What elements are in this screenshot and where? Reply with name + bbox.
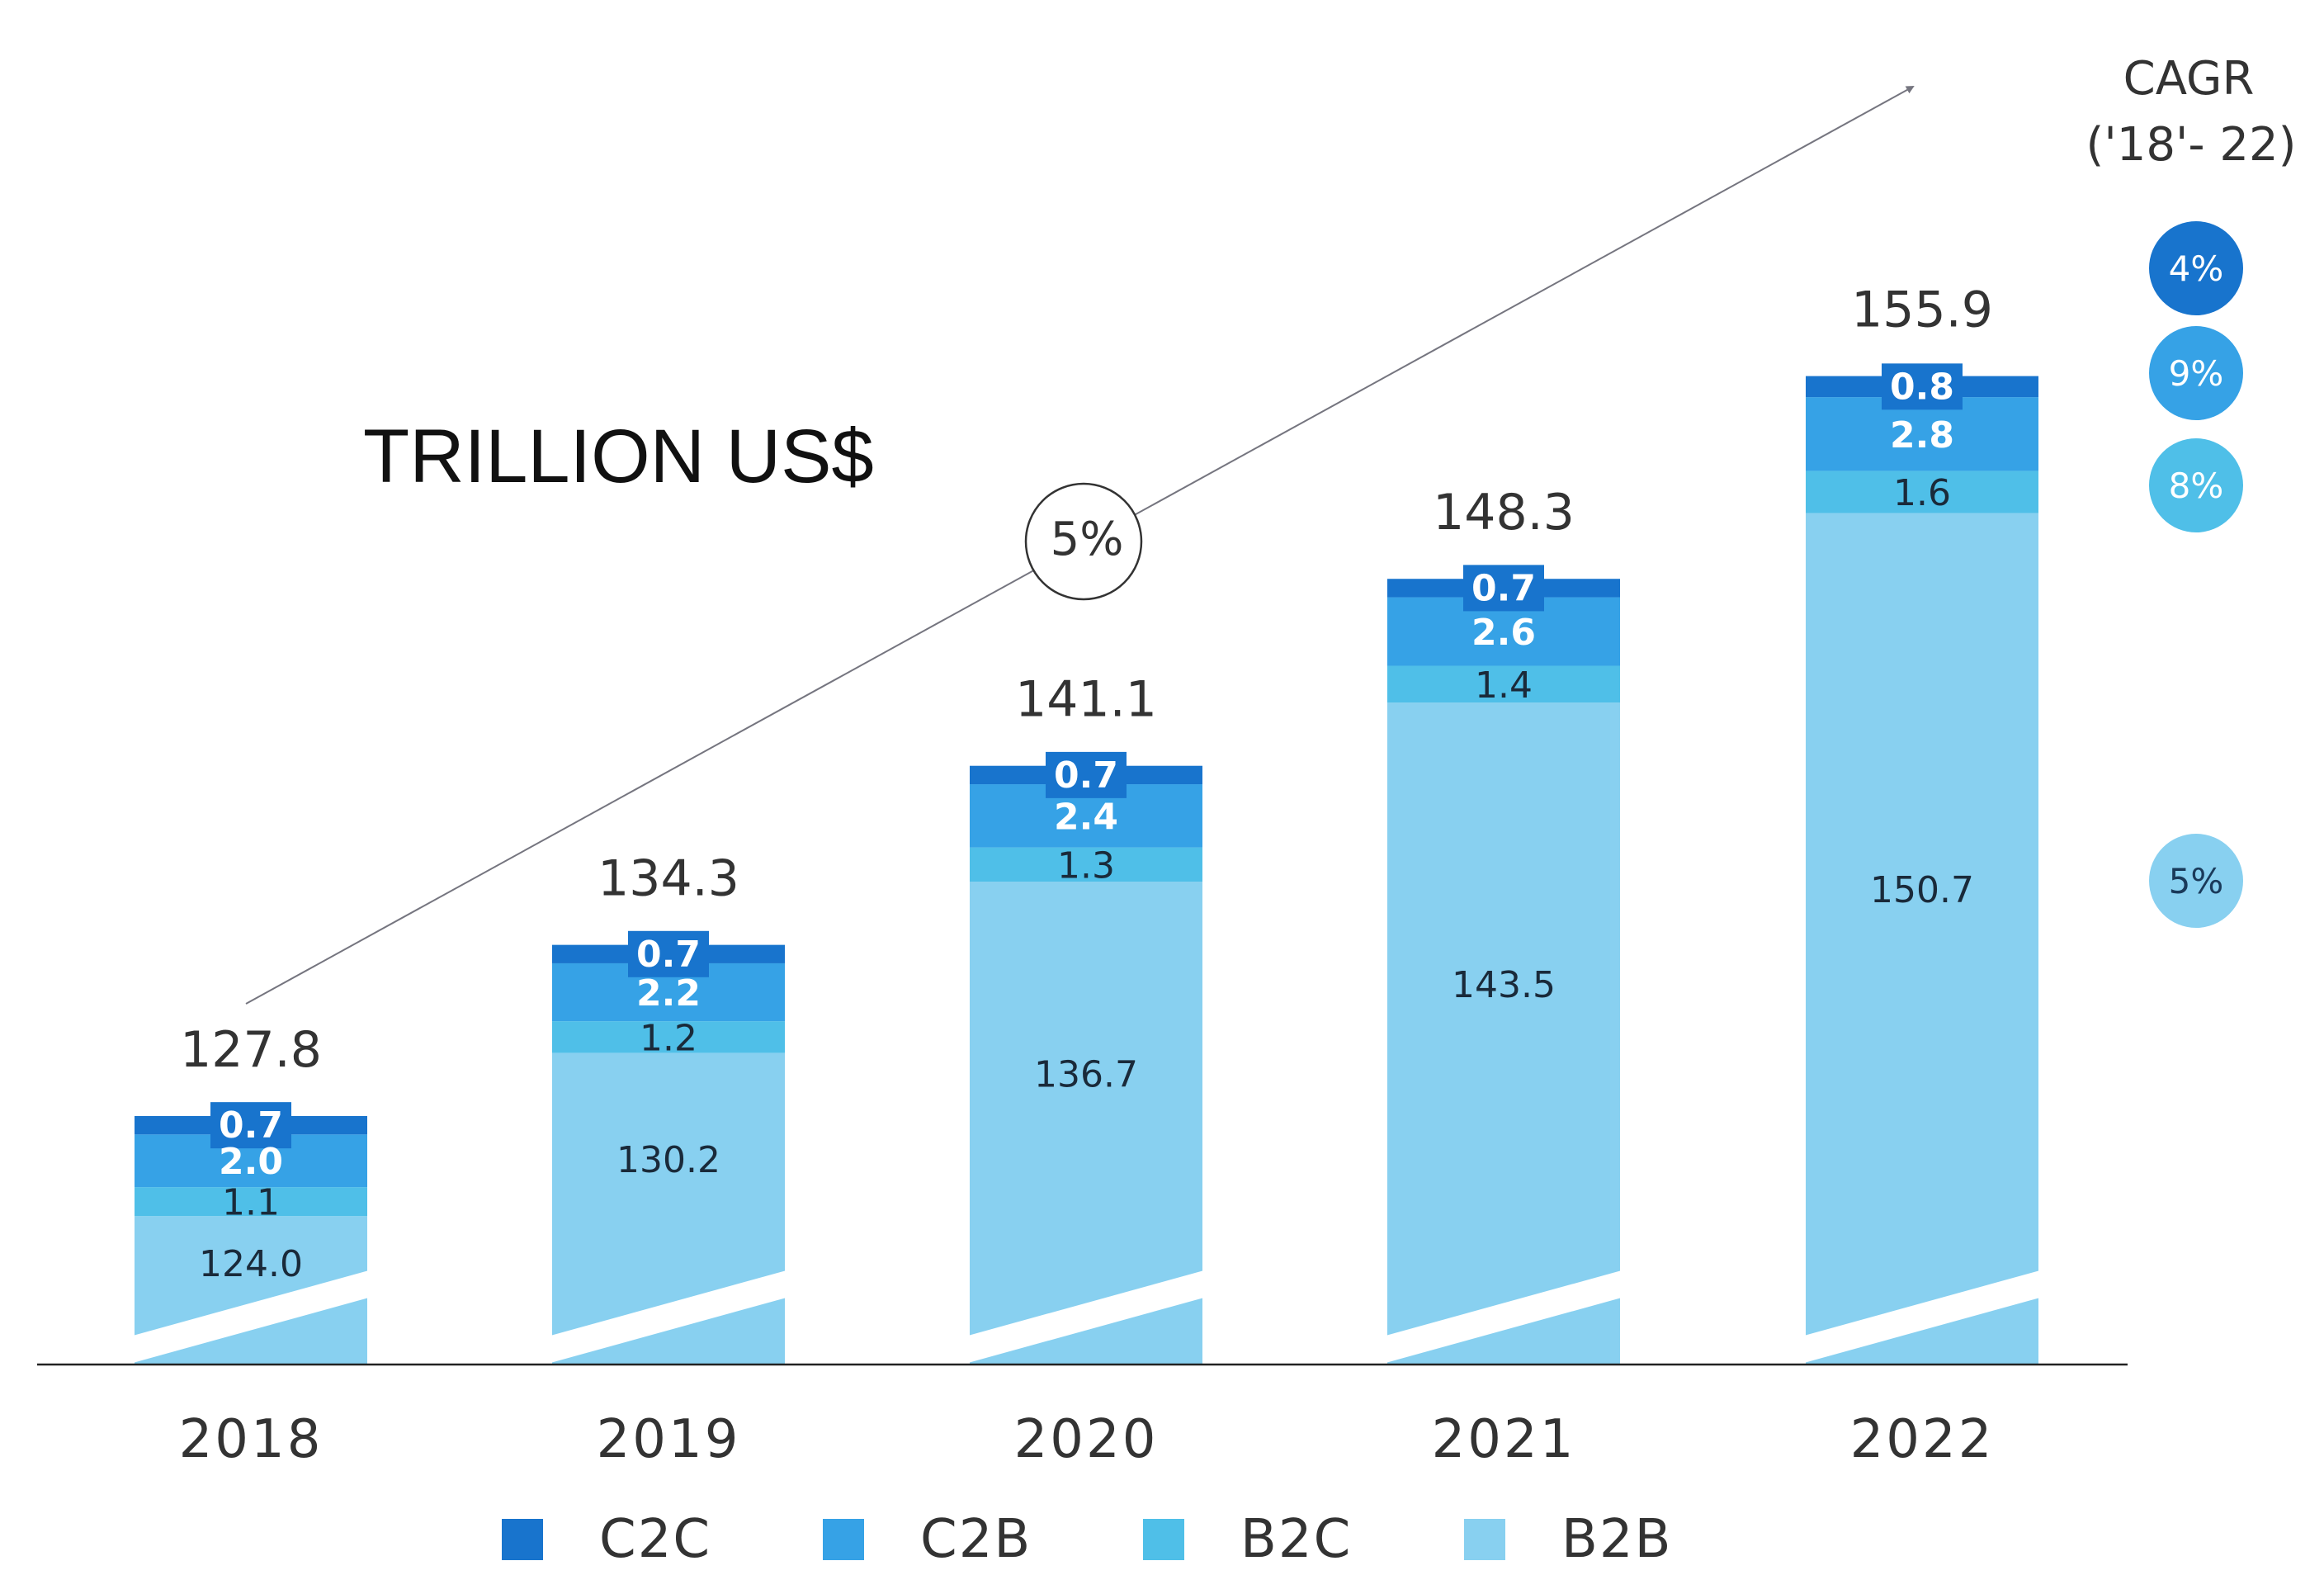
x-axis-labels: 2018 2019 2020 2021 2022 xyxy=(179,1409,1995,1470)
cagr-circle-b2c xyxy=(2149,438,2243,532)
value-label-c2c-2022: 0.8 xyxy=(1890,366,1954,408)
value-label-b2c-2021: 1.4 xyxy=(1475,665,1533,707)
x-tick-label-2018: 2018 xyxy=(179,1409,324,1470)
legend: C2C C2B B2C B2B xyxy=(502,1509,1673,1570)
legend-swatch-c2c xyxy=(502,1519,543,1560)
legend-item-b2c: B2C xyxy=(1143,1509,1352,1570)
value-label-c2c-2019: 0.7 xyxy=(636,934,701,976)
axis-break-2018 xyxy=(133,1270,369,1363)
legend-swatch-b2c xyxy=(1143,1519,1184,1560)
x-tick-label-2021: 2021 xyxy=(1432,1409,1576,1470)
value-label-c2b-2020: 2.4 xyxy=(1054,796,1118,838)
total-label-2022: 155.9 xyxy=(1851,281,1993,339)
bar-b2b-2021 xyxy=(1387,702,1620,1365)
value-label-c2b-2022: 2.8 xyxy=(1890,414,1954,456)
legend-item-c2c: C2C xyxy=(502,1509,711,1570)
cagr-circle-b2b xyxy=(2149,834,2243,928)
legend-label-b2c: B2C xyxy=(1240,1509,1352,1570)
value-label-b2c-2018: 1.1 xyxy=(222,1182,280,1224)
bar-group-2022: 0.8 2.8 1.6 150.7 155.9 xyxy=(1804,281,2040,1365)
legend-label-c2c: C2C xyxy=(599,1509,711,1570)
cagr-badges: 4% 9% 8% 5% xyxy=(2149,221,2243,928)
bar-b2c-2022 xyxy=(1806,471,2038,513)
total-cagr-label: 5% xyxy=(1051,513,1124,566)
cagr-circle-c2c xyxy=(2149,221,2243,315)
bar-group-2021: 0.72.6 1.4 143.5 148.3 xyxy=(1386,484,1622,1365)
c2c-label-box-2018 xyxy=(210,1102,291,1149)
value-label-b2b-2022: 150.7 xyxy=(1870,869,1974,911)
value-label-b2b-2021: 143.5 xyxy=(1452,964,1556,1006)
total-cagr-badge: 5% xyxy=(1024,482,1143,601)
c2c-label-box-2019 xyxy=(628,930,709,977)
cagr-header-line-1: CAGR xyxy=(2123,52,2255,106)
c2c-label-box-2021 xyxy=(1463,565,1544,612)
total-label-2019: 134.3 xyxy=(598,850,739,908)
cagr-badge-c2c: 4% xyxy=(2149,221,2243,315)
value-label-b2c-2022: 1.6 xyxy=(1893,472,1951,514)
total-label-2018: 127.8 xyxy=(180,1021,322,1079)
x-tick-label-2020: 2020 xyxy=(1014,1409,1159,1470)
axis-break-2019 xyxy=(550,1270,786,1363)
legend-item-c2b: C2B xyxy=(823,1509,1032,1570)
value-label-b2c-2019: 1.2 xyxy=(640,1017,697,1059)
x-tick-label-2019: 2019 xyxy=(597,1409,741,1470)
legend-label-b2b: B2B xyxy=(1561,1509,1673,1570)
value-label-b2c-2020: 1.3 xyxy=(1057,844,1115,887)
unit-title: TRILLION US$ xyxy=(363,414,874,499)
c2c-label-box-2020 xyxy=(1046,751,1127,798)
legend-swatch-c2b xyxy=(823,1519,864,1560)
axis-break-2020 xyxy=(968,1270,1204,1363)
bar-b2c-2021 xyxy=(1387,665,1620,703)
value-label-b2b-2019: 130.2 xyxy=(616,1139,720,1181)
total-label-2021: 148.3 xyxy=(1433,484,1575,542)
bar-b2b-2022 xyxy=(1806,513,2038,1365)
value-label-b2b-2020: 136.7 xyxy=(1034,1054,1138,1096)
value-label-c2b-2021: 2.6 xyxy=(1471,612,1536,654)
value-label-c2b-2019: 2.2 xyxy=(636,972,701,1015)
cagr-value-c2b: 9% xyxy=(2169,353,2224,394)
total-label-2020: 141.1 xyxy=(1015,671,1157,729)
cagr-value-b2c: 8% xyxy=(2169,466,2224,506)
cagr-badge-b2b: 5% xyxy=(2149,834,2243,928)
legend-swatch-b2b xyxy=(1464,1519,1505,1560)
value-label-c2b-2018: 2.0 xyxy=(219,1141,283,1183)
bar-group-2018: 0.72.01.1 124.0 127.8 xyxy=(133,1021,369,1365)
value-label-c2c-2018: 0.7 xyxy=(219,1104,283,1147)
cagr-value-c2c: 4% xyxy=(2169,248,2224,289)
bars-layer: 0.72.01.1124.0127.80.72.21.2130.2134.30.… xyxy=(133,281,2040,1365)
axis-break-2022 xyxy=(1804,1270,2040,1363)
cagr-value-b2b: 5% xyxy=(2169,861,2224,901)
x-tick-label-2022: 2022 xyxy=(1850,1409,1995,1470)
c2c-label-box-2022 xyxy=(1882,363,1963,410)
bar-group-2020: 0.72.4 1.3 136.7 141.1 xyxy=(968,671,1204,1365)
value-label-c2c-2021: 0.7 xyxy=(1471,567,1536,609)
bar-group-2019: 0.72.21.2 130.2 134.3 xyxy=(550,850,786,1365)
value-label-b2b-2018: 124.0 xyxy=(199,1243,303,1285)
legend-item-b2b: B2B xyxy=(1464,1509,1673,1570)
legend-label-c2b: C2B xyxy=(920,1509,1032,1570)
cagr-badge-c2b: 9% xyxy=(2149,326,2243,420)
axis-break-2021 xyxy=(1386,1270,1622,1363)
bar-b2c-2018 xyxy=(135,1187,367,1217)
cagr-badge-b2c: 8% xyxy=(2149,438,2243,532)
bar-b2c-2019 xyxy=(552,1021,785,1053)
cagr-header-line-2: ('18'- 22) xyxy=(2085,118,2296,172)
bar-b2c-2020 xyxy=(970,847,1202,882)
value-label-c2c-2020: 0.7 xyxy=(1054,754,1118,797)
cagr-circle-c2b xyxy=(2149,326,2243,420)
